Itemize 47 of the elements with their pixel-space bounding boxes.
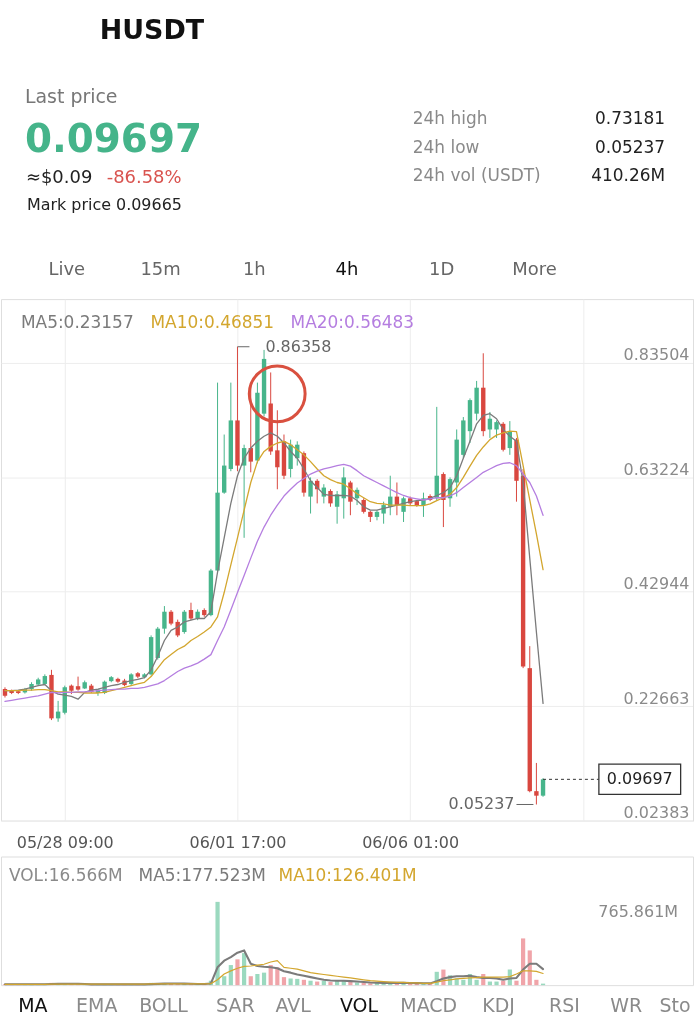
- text: SAR: [216, 994, 255, 1017]
- text: 24h low: [412, 136, 480, 157]
- y-tick-label: 0.02383: [623, 803, 690, 823]
- text: MA20:0.56483: [290, 312, 415, 333]
- y-tick-label: 0.42944: [623, 574, 690, 594]
- text: BOLL: [139, 994, 189, 1017]
- text: MA5:0.23157: [20, 312, 134, 333]
- x-tick-label: 05/28 09:00: [16, 833, 114, 853]
- text: 0.73181: [595, 107, 666, 128]
- text: AVL: [275, 994, 312, 1017]
- text: MACD: [400, 994, 458, 1017]
- text: MA: [18, 994, 48, 1017]
- text: MA5:177.523M: [138, 865, 266, 886]
- text: 410.26M: [591, 165, 666, 186]
- text: 0.09697: [24, 115, 203, 161]
- text: ≈$0.09: [25, 166, 93, 188]
- y-tick-label: 0.22663: [623, 688, 690, 708]
- text: KDJ: [482, 994, 515, 1017]
- x-tick-label: 06/01 17:00: [189, 833, 287, 853]
- text: WR: [610, 994, 643, 1017]
- x-tick-label: 06/06 01:00: [362, 833, 460, 853]
- text: RSI: [548, 994, 580, 1017]
- text: VOL:16.566M: [8, 865, 123, 886]
- text: Sto: [659, 994, 691, 1017]
- text: 4h: [335, 258, 359, 280]
- annotation: 765.861M: [598, 902, 679, 922]
- annotation: 0.86358: [265, 336, 332, 356]
- text: Live: [48, 258, 86, 280]
- text: HUSDT: [99, 13, 205, 45]
- text: Mark price 0.09665: [26, 195, 182, 215]
- y-tick-label: 0.63224: [623, 459, 690, 479]
- text: 24h vol (USDT): [412, 165, 541, 186]
- text: 1h: [242, 258, 266, 280]
- annotation: 0.09697: [606, 769, 673, 789]
- text: More: [512, 258, 557, 280]
- y-tick-label: 0.83504: [623, 345, 690, 365]
- text: VOL: [339, 994, 379, 1017]
- text: 15m: [140, 258, 181, 280]
- text: 1D: [429, 258, 455, 280]
- text: -86.58%: [106, 166, 182, 188]
- text: EMA: [76, 994, 118, 1017]
- text: MA10:0.46851: [150, 312, 275, 333]
- text: 24h high: [412, 107, 488, 128]
- text: MA10:126.401M: [278, 865, 417, 886]
- annotation: 0.05237: [448, 794, 515, 814]
- text: Last price: [24, 84, 118, 107]
- text: 0.05237: [595, 136, 666, 157]
